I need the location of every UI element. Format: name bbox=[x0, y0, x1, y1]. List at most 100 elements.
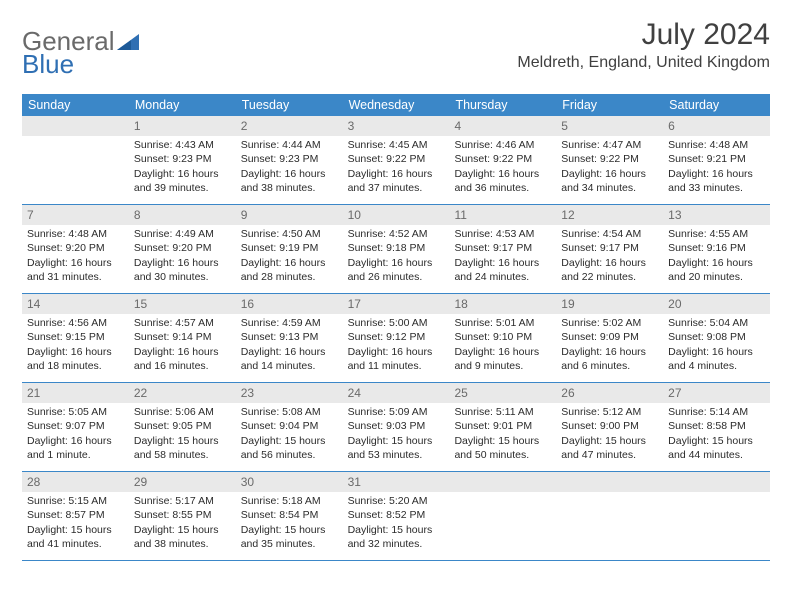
day-number: 29 bbox=[129, 472, 236, 492]
day-cell bbox=[22, 116, 129, 204]
daylight-text: Daylight: 16 hours and 30 minutes. bbox=[134, 256, 231, 284]
day-cell: 12Sunrise: 4:54 AMSunset: 9:17 PMDayligh… bbox=[556, 205, 663, 293]
logo-text-wrap: General Blue bbox=[22, 26, 139, 88]
day-content: Sunrise: 4:48 AMSunset: 9:20 PMDaylight:… bbox=[22, 227, 129, 288]
day-number: 27 bbox=[663, 383, 770, 403]
sunrise-text: Sunrise: 4:48 AM bbox=[27, 227, 124, 241]
day-cell: 25Sunrise: 5:11 AMSunset: 9:01 PMDayligh… bbox=[449, 383, 556, 471]
daylight-text: Daylight: 15 hours and 44 minutes. bbox=[668, 434, 765, 462]
day-number: 31 bbox=[343, 472, 450, 492]
day-content: Sunrise: 4:56 AMSunset: 9:15 PMDaylight:… bbox=[22, 316, 129, 377]
daylight-text: Daylight: 15 hours and 38 minutes. bbox=[134, 523, 231, 551]
sunrise-text: Sunrise: 5:08 AM bbox=[241, 405, 338, 419]
daylight-text: Daylight: 16 hours and 28 minutes. bbox=[241, 256, 338, 284]
day-content: Sunrise: 5:02 AMSunset: 9:09 PMDaylight:… bbox=[556, 316, 663, 377]
sunrise-text: Sunrise: 5:04 AM bbox=[668, 316, 765, 330]
sunset-text: Sunset: 9:17 PM bbox=[454, 241, 551, 255]
day-cell: 3Sunrise: 4:45 AMSunset: 9:22 PMDaylight… bbox=[343, 116, 450, 204]
month-title: July 2024 bbox=[517, 18, 770, 52]
day-cell: 30Sunrise: 5:18 AMSunset: 8:54 PMDayligh… bbox=[236, 472, 343, 560]
day-cell: 24Sunrise: 5:09 AMSunset: 9:03 PMDayligh… bbox=[343, 383, 450, 471]
day-header-thu: Thursday bbox=[449, 94, 556, 116]
day-header-fri: Friday bbox=[556, 94, 663, 116]
sunset-text: Sunset: 8:58 PM bbox=[668, 419, 765, 433]
day-cell: 26Sunrise: 5:12 AMSunset: 9:00 PMDayligh… bbox=[556, 383, 663, 471]
sunset-text: Sunset: 9:18 PM bbox=[348, 241, 445, 255]
sunrise-text: Sunrise: 4:55 AM bbox=[668, 227, 765, 241]
daylight-text: Daylight: 16 hours and 36 minutes. bbox=[454, 167, 551, 195]
daylight-text: Daylight: 16 hours and 22 minutes. bbox=[561, 256, 658, 284]
day-cell: 11Sunrise: 4:53 AMSunset: 9:17 PMDayligh… bbox=[449, 205, 556, 293]
day-cell: 1Sunrise: 4:43 AMSunset: 9:23 PMDaylight… bbox=[129, 116, 236, 204]
sunset-text: Sunset: 9:12 PM bbox=[348, 330, 445, 344]
day-content: Sunrise: 5:11 AMSunset: 9:01 PMDaylight:… bbox=[449, 405, 556, 466]
sunset-text: Sunset: 9:05 PM bbox=[134, 419, 231, 433]
day-cell: 31Sunrise: 5:20 AMSunset: 8:52 PMDayligh… bbox=[343, 472, 450, 560]
daylight-text: Daylight: 16 hours and 26 minutes. bbox=[348, 256, 445, 284]
sunset-text: Sunset: 9:17 PM bbox=[561, 241, 658, 255]
sunrise-text: Sunrise: 5:17 AM bbox=[134, 494, 231, 508]
sunrise-text: Sunrise: 5:01 AM bbox=[454, 316, 551, 330]
week-row: 28Sunrise: 5:15 AMSunset: 8:57 PMDayligh… bbox=[22, 472, 770, 561]
daylight-text: Daylight: 16 hours and 11 minutes. bbox=[348, 345, 445, 373]
sunrise-text: Sunrise: 4:50 AM bbox=[241, 227, 338, 241]
daylight-text: Daylight: 16 hours and 33 minutes. bbox=[668, 167, 765, 195]
day-number: 8 bbox=[129, 205, 236, 225]
day-cell: 8Sunrise: 4:49 AMSunset: 9:20 PMDaylight… bbox=[129, 205, 236, 293]
daylight-text: Daylight: 15 hours and 56 minutes. bbox=[241, 434, 338, 462]
sunset-text: Sunset: 9:04 PM bbox=[241, 419, 338, 433]
sunset-text: Sunset: 9:22 PM bbox=[348, 152, 445, 166]
day-cell: 29Sunrise: 5:17 AMSunset: 8:55 PMDayligh… bbox=[129, 472, 236, 560]
daylight-text: Daylight: 15 hours and 32 minutes. bbox=[348, 523, 445, 551]
day-number: 26 bbox=[556, 383, 663, 403]
daylight-text: Daylight: 16 hours and 16 minutes. bbox=[134, 345, 231, 373]
day-number: 4 bbox=[449, 116, 556, 136]
day-content: Sunrise: 4:46 AMSunset: 9:22 PMDaylight:… bbox=[449, 138, 556, 199]
day-number: 10 bbox=[343, 205, 450, 225]
sunset-text: Sunset: 9:13 PM bbox=[241, 330, 338, 344]
sunset-text: Sunset: 8:54 PM bbox=[241, 508, 338, 522]
sunset-text: Sunset: 8:52 PM bbox=[348, 508, 445, 522]
day-number: 16 bbox=[236, 294, 343, 314]
day-content: Sunrise: 4:50 AMSunset: 9:19 PMDaylight:… bbox=[236, 227, 343, 288]
daylight-text: Daylight: 15 hours and 35 minutes. bbox=[241, 523, 338, 551]
day-number: 24 bbox=[343, 383, 450, 403]
week-row: 21Sunrise: 5:05 AMSunset: 9:07 PMDayligh… bbox=[22, 383, 770, 472]
day-cell: 4Sunrise: 4:46 AMSunset: 9:22 PMDaylight… bbox=[449, 116, 556, 204]
sunrise-text: Sunrise: 4:48 AM bbox=[668, 138, 765, 152]
day-content: Sunrise: 4:49 AMSunset: 9:20 PMDaylight:… bbox=[129, 227, 236, 288]
day-cell: 2Sunrise: 4:44 AMSunset: 9:23 PMDaylight… bbox=[236, 116, 343, 204]
sunrise-text: Sunrise: 5:05 AM bbox=[27, 405, 124, 419]
day-content: Sunrise: 4:59 AMSunset: 9:13 PMDaylight:… bbox=[236, 316, 343, 377]
day-content: Sunrise: 5:01 AMSunset: 9:10 PMDaylight:… bbox=[449, 316, 556, 377]
day-content: Sunrise: 4:52 AMSunset: 9:18 PMDaylight:… bbox=[343, 227, 450, 288]
sunset-text: Sunset: 9:19 PM bbox=[241, 241, 338, 255]
day-number: 21 bbox=[22, 383, 129, 403]
sunrise-text: Sunrise: 4:47 AM bbox=[561, 138, 658, 152]
sunset-text: Sunset: 8:57 PM bbox=[27, 508, 124, 522]
daylight-text: Daylight: 16 hours and 38 minutes. bbox=[241, 167, 338, 195]
sunrise-text: Sunrise: 5:00 AM bbox=[348, 316, 445, 330]
day-header-wed: Wednesday bbox=[343, 94, 450, 116]
day-content: Sunrise: 5:20 AMSunset: 8:52 PMDaylight:… bbox=[343, 494, 450, 555]
day-number: 18 bbox=[449, 294, 556, 314]
sunrise-text: Sunrise: 4:59 AM bbox=[241, 316, 338, 330]
header: General Blue July 2024 Meldreth, England… bbox=[22, 18, 770, 88]
day-cell: 10Sunrise: 4:52 AMSunset: 9:18 PMDayligh… bbox=[343, 205, 450, 293]
sunrise-text: Sunrise: 4:53 AM bbox=[454, 227, 551, 241]
sunrise-text: Sunrise: 4:44 AM bbox=[241, 138, 338, 152]
day-cell: 18Sunrise: 5:01 AMSunset: 9:10 PMDayligh… bbox=[449, 294, 556, 382]
day-header-mon: Monday bbox=[129, 94, 236, 116]
day-content: Sunrise: 5:00 AMSunset: 9:12 PMDaylight:… bbox=[343, 316, 450, 377]
sunrise-text: Sunrise: 4:52 AM bbox=[348, 227, 445, 241]
day-number: 13 bbox=[663, 205, 770, 225]
title-block: July 2024 Meldreth, England, United King… bbox=[517, 18, 770, 72]
day-cell bbox=[449, 472, 556, 560]
day-cell: 5Sunrise: 4:47 AMSunset: 9:22 PMDaylight… bbox=[556, 116, 663, 204]
daylight-text: Daylight: 15 hours and 50 minutes. bbox=[454, 434, 551, 462]
sunrise-text: Sunrise: 4:54 AM bbox=[561, 227, 658, 241]
sunrise-text: Sunrise: 4:57 AM bbox=[134, 316, 231, 330]
empty-day-bar bbox=[663, 472, 770, 492]
weeks-container: 1Sunrise: 4:43 AMSunset: 9:23 PMDaylight… bbox=[22, 116, 770, 561]
daylight-text: Daylight: 15 hours and 41 minutes. bbox=[27, 523, 124, 551]
